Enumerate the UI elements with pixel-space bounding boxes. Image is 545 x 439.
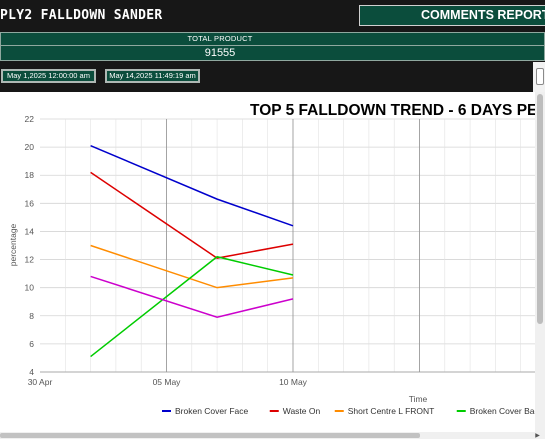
- total-product-panel: TOTAL PRODUCT 91555: [0, 32, 545, 61]
- app-title: PLY2 FALLDOWN SANDER: [0, 8, 163, 23]
- legend-item-label: Waste On: [283, 406, 321, 416]
- chart-legend: Broken Cover Face Waste On Short Centre L …: [162, 406, 544, 416]
- header-bar: PLY2 FALLDOWN SANDER COMMENTS REPORT: [0, 0, 545, 32]
- y-tick-label: 6: [29, 339, 34, 349]
- vertical-scrollbar[interactable]: [535, 92, 545, 432]
- vertical-scrollbar-thumb[interactable]: [537, 94, 543, 324]
- chart-title: TOP 5 FALLDOWN TREND - 6 DAYS PERIOD: [250, 102, 545, 119]
- y-tick-label: 4: [29, 367, 34, 377]
- start-date-button[interactable]: May 1,2025 12:00:00 am: [1, 69, 96, 83]
- series-line-1: [90, 171, 294, 259]
- y-tick-label: 18: [25, 170, 35, 180]
- chart-grid: [40, 118, 545, 373]
- y-tick-label: 16: [25, 198, 35, 208]
- y-tick-label: 22: [25, 114, 35, 124]
- legend-item-label: Short Centre L FRONT: [348, 406, 435, 416]
- end-date-button[interactable]: May 14,2025 11:49:19 am: [105, 69, 200, 83]
- x-tick-label: 10 May: [279, 377, 308, 387]
- total-divider: [1, 45, 545, 46]
- date-range-bar: May 1,2025 12:00:00 am May 14,2025 11:49…: [0, 61, 545, 92]
- chart-series: [90, 145, 294, 358]
- series-line-2: [90, 244, 294, 289]
- y-tick-label: 8: [29, 311, 34, 321]
- x-axis-label: Time: [409, 394, 428, 404]
- chart-axes: 4 6 8 10 12 14 16 18 20 22 30 Apr 05 May 10 May: [25, 114, 545, 387]
- scroll-right-arrow-icon[interactable]: ▶: [535, 432, 540, 439]
- x-tick-label: 05 May: [153, 377, 182, 387]
- comments-report-button[interactable]: COMMENTS REPORT: [359, 5, 545, 26]
- side-scrollbar-handle[interactable]: [533, 62, 545, 92]
- trend-chart: TOP 5 FALLDOWN TREND - 6 DAYS PERIOD 4 6 8…: [0, 92, 545, 439]
- total-product-value: 91555: [204, 47, 236, 59]
- y-tick-label: 20: [25, 142, 35, 152]
- y-tick-label: 10: [25, 283, 35, 293]
- legend-item-label: Broken Cover Face: [175, 406, 248, 416]
- legend-item-label: Broken Cover Back: [470, 406, 544, 416]
- horizontal-scrollbar-thumb[interactable]: [0, 433, 420, 438]
- chart-svg: TOP 5 FALLDOWN TREND - 6 DAYS PERIOD 4 6 8…: [8, 102, 545, 416]
- total-product-section: TOTAL PRODUCT 91555: [0, 32, 545, 61]
- y-tick-label: 14: [25, 226, 35, 236]
- series-line-0: [90, 145, 294, 227]
- total-product-label: TOTAL PRODUCT: [187, 34, 253, 43]
- series-line-4: [90, 275, 294, 318]
- horizontal-scrollbar[interactable]: ▶: [0, 432, 545, 439]
- series-line-3: [90, 255, 294, 358]
- x-tick-label: 30 Apr: [28, 377, 53, 387]
- y-tick-label: 12: [25, 255, 35, 265]
- y-axis-label: percentage: [8, 223, 18, 266]
